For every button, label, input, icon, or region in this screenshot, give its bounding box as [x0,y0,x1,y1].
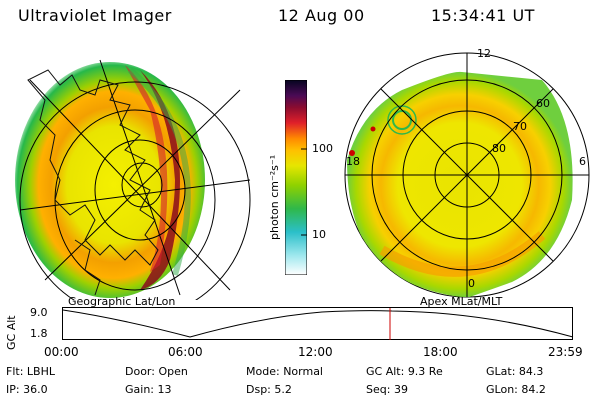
instrument-title: Ultraviolet Imager [18,6,172,25]
info-gain: Gain: 13 [125,383,172,396]
earth-limb [19,81,251,300]
info-seq: Seq: 39 [366,383,408,396]
info-glat-value: 84.3 [518,365,544,378]
hotspot-1 [349,150,355,156]
mlt-label-6: 6 [579,155,586,168]
altitude-plot [62,307,574,341]
info-gain-value: 13 [157,383,172,396]
xtick-0000: 00:00 [44,345,79,359]
info-gcalt: GC Alt: 9.3 Re [366,365,443,378]
xtick-1200: 12:00 [298,345,333,359]
coastlines [27,69,159,266]
info-mode: Mode: Normal [246,365,323,378]
mlt-label-18: 18 [346,155,360,168]
info-dsp: Dsp: 5.2 [246,383,292,396]
mlat-label-60: 60 [536,97,550,110]
info-door-value: Open [158,365,188,378]
xtick-1800: 18:00 [423,345,458,359]
xtick-0600: 06:00 [168,345,203,359]
altitude-plot-frame [62,307,573,340]
colorbar-tick-10: 10 [312,228,326,241]
title-bar: Ultraviolet Imager 12 Aug 00 15:34:41 UT [0,6,600,32]
info-mode-value: Normal [283,365,323,378]
xtick-2359: 23:59 [548,345,583,359]
info-ip-value: 36.0 [23,383,48,396]
time-label: 15:34:41 UT [431,6,535,25]
date-label: 12 Aug 00 [278,6,365,25]
altitude-curve [62,309,574,338]
colorbar-unit-label: photon cm⁻²s⁻¹ [268,154,281,240]
altitude-ytick-max: 9.0 [30,306,48,319]
geographic-caption: Geographic Lat/Lon [68,295,176,308]
geographic-image-panel [0,40,260,300]
info-ip: IP: 36.0 [6,383,48,396]
info-flt-value: LBHL [26,365,55,378]
altitude-axis-label: GC Alt [5,315,18,350]
mlt-label-0: 0 [468,277,475,290]
mlat-label-80: 80 [492,142,506,155]
colorbar [284,79,308,276]
info-door: Door: Open [125,365,188,378]
geographic-image [15,59,251,300]
altitude-ytick-min: 1.8 [30,327,48,340]
info-glat: GLat: 84.3 [486,365,544,378]
info-flt: Flt: LBHL [6,365,55,378]
colorbar-tick-100: 100 [312,142,333,155]
info-glon: GLon: 84.2 [486,383,546,396]
mlt-label-12: 12 [477,47,491,60]
info-glon-value: 84.2 [521,383,546,396]
info-dsp-value: 5.2 [274,383,292,396]
polar-image [344,52,590,298]
hotspot-2 [370,126,376,132]
mlat-label-70: 70 [513,120,527,133]
info-gcalt-value: 9.3 Re [407,365,443,378]
polar-image-panel [342,50,592,300]
info-seq-value: 39 [393,383,408,396]
colorbar-gradient [284,79,308,276]
apex-caption: Apex MLat/MLT [420,295,503,308]
